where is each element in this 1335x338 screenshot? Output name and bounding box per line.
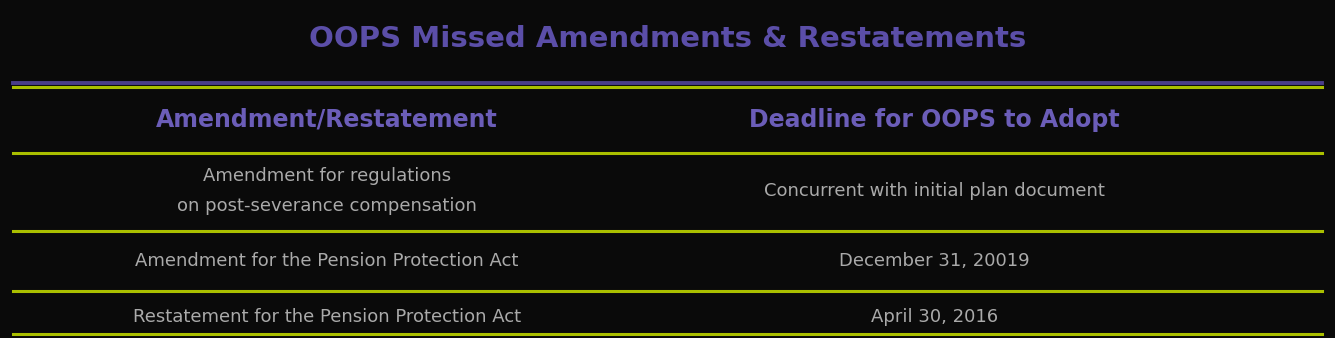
Text: Deadline for OOPS to Adopt: Deadline for OOPS to Adopt [749, 108, 1120, 132]
Text: Amendment for regulations
on post-severance compensation: Amendment for regulations on post-severa… [178, 167, 477, 215]
Text: December 31, 20019: December 31, 20019 [840, 252, 1029, 270]
Text: Amendment for the Pension Protection Act: Amendment for the Pension Protection Act [135, 252, 519, 270]
Text: OOPS Missed Amendments & Restatements: OOPS Missed Amendments & Restatements [308, 25, 1027, 53]
Text: Restatement for the Pension Protection Act: Restatement for the Pension Protection A… [134, 308, 521, 326]
Text: Concurrent with initial plan document: Concurrent with initial plan document [764, 182, 1105, 200]
Text: April 30, 2016: April 30, 2016 [870, 308, 999, 326]
Text: Amendment/Restatement: Amendment/Restatement [156, 108, 498, 132]
